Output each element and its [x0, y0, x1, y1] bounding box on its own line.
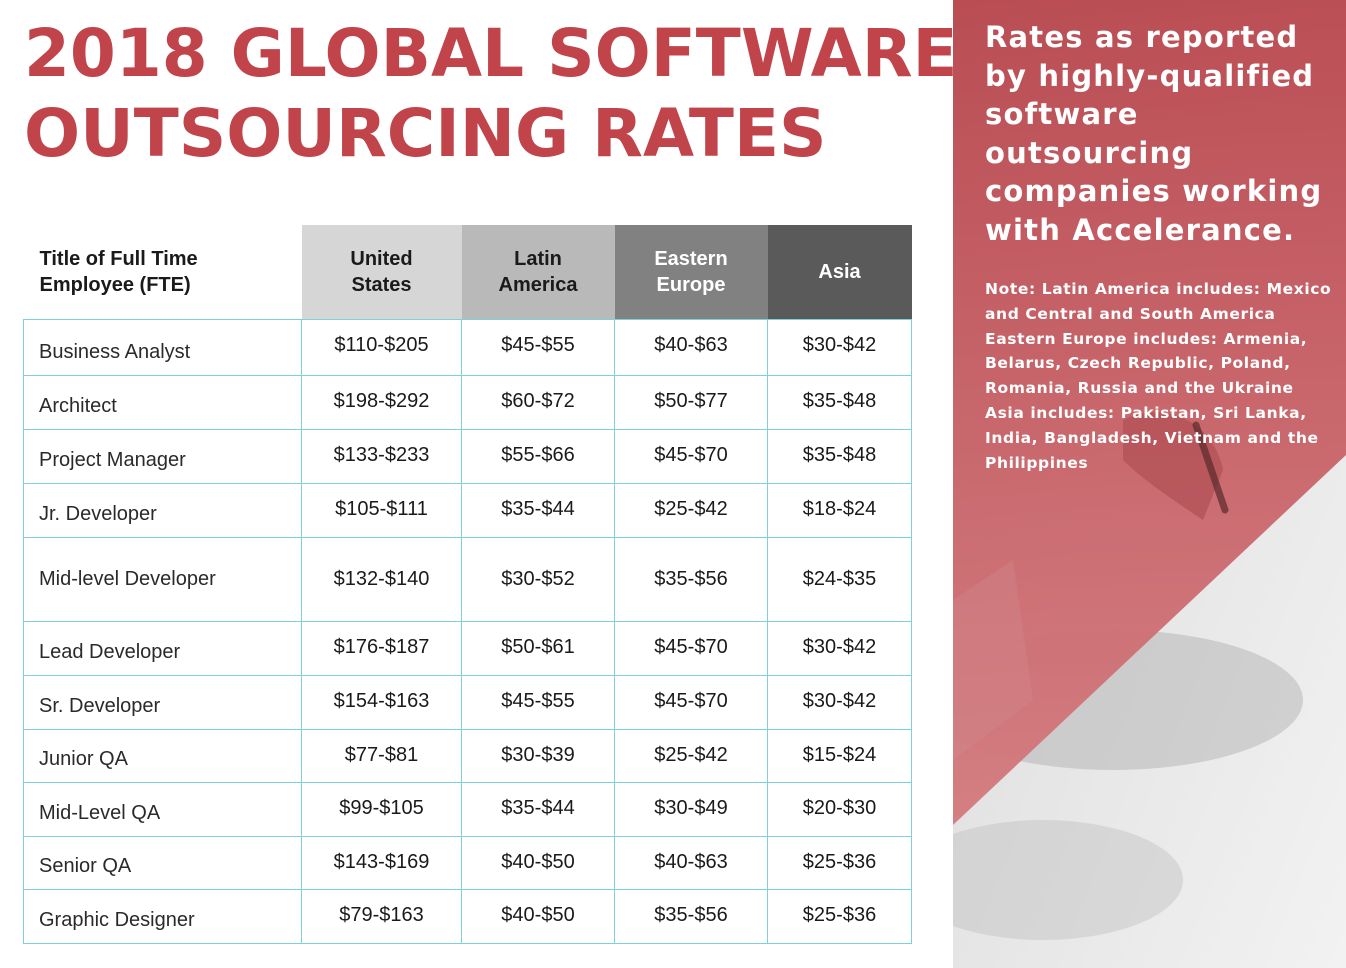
role-cell: Business Analyst	[23, 319, 302, 376]
table-row: Project Manager $133-$233 $55-$66 $45-$7…	[23, 429, 912, 484]
role-cell: Sr. Developer	[23, 675, 302, 730]
header-title-column: Title of Full Time Employee (FTE)	[23, 225, 302, 320]
rate-la-cell: $35-$44	[461, 782, 615, 837]
note-line: Romania, Russia and the Ukraine	[985, 379, 1294, 398]
role-cell: Graphic Designer	[23, 889, 302, 944]
rate-la-cell: $30-$39	[461, 729, 615, 783]
rate-ee-cell: $40-$63	[614, 319, 768, 376]
role-cell: Lead Developer	[23, 621, 302, 676]
header-la-line-1: Latin	[514, 248, 562, 270]
rate-asia-cell: $24-$35	[767, 537, 912, 622]
rate-ee-cell: $35-$56	[614, 889, 768, 944]
rate-ee-cell: $30-$49	[614, 782, 768, 837]
rate-la-cell: $45-$55	[461, 675, 615, 730]
table-row: Sr. Developer $154-$163 $45-$55 $45-$70 …	[23, 675, 912, 730]
header-asia: Asia	[767, 225, 912, 320]
table-row: Graphic Designer $79-$163 $40-$50 $35-$5…	[23, 889, 912, 944]
rate-asia-cell: $25-$36	[767, 889, 912, 944]
rate-asia-cell: $30-$42	[767, 621, 912, 676]
rate-ee-cell: $25-$42	[614, 729, 768, 783]
rate-la-cell: $35-$44	[461, 483, 615, 538]
rate-us-cell: $99-$105	[301, 782, 462, 837]
header-us-line-2: States	[351, 274, 412, 296]
role-cell: Jr. Developer	[23, 483, 302, 538]
region-note: Note: Latin America includes: Mexico and…	[985, 277, 1335, 475]
rate-us-cell: $133-$233	[301, 429, 462, 484]
table-row: Jr. Developer $105-$111 $35-$44 $25-$42 …	[23, 483, 912, 538]
rate-asia-cell: $30-$42	[767, 675, 912, 730]
header-ee-line-2: Europe	[656, 274, 726, 296]
note-line: Eastern Europe includes: Armenia,	[985, 329, 1308, 348]
role-cell: Mid-level Developer	[23, 537, 302, 622]
header-eastern-europe: Eastern Europe	[614, 225, 768, 320]
table-row: Lead Developer $176-$187 $50-$61 $45-$70…	[23, 621, 912, 676]
rate-ee-cell: $40-$63	[614, 836, 768, 890]
rate-ee-cell: $45-$70	[614, 429, 768, 484]
rate-ee-cell: $45-$70	[614, 675, 768, 730]
header-title-line-1: Title of Full Time	[39, 248, 198, 270]
header-us-line-1: United	[350, 248, 413, 270]
role-cell: Architect	[23, 375, 302, 430]
rate-asia-cell: $35-$48	[767, 375, 912, 430]
rate-ee-cell: $35-$56	[614, 537, 768, 622]
role-cell: Senior QA	[23, 836, 302, 890]
info-panel-text: Rates as reported by highly-qualified so…	[985, 18, 1335, 475]
rate-la-cell: $40-$50	[461, 889, 615, 944]
table-header-row: Title of Full Time Employee (FTE) United…	[23, 225, 912, 320]
table-row: Mid-level Developer $132-$140 $30-$52 $3…	[23, 537, 912, 622]
page-title-line-1: 2018 GLOBAL SOFTWARE	[24, 15, 958, 92]
table-row: Architect $198-$292 $60-$72 $50-$77 $35-…	[23, 375, 912, 430]
rate-la-cell: $60-$72	[461, 375, 615, 430]
rate-us-cell: $77-$81	[301, 729, 462, 783]
rate-us-cell: $154-$163	[301, 675, 462, 730]
rate-asia-cell: $15-$24	[767, 729, 912, 783]
rates-table: Title of Full Time Employee (FTE) United…	[23, 225, 912, 944]
note-line: Philippines	[985, 453, 1089, 472]
table-row: Senior QA $143-$169 $40-$50 $40-$63 $25-…	[23, 836, 912, 890]
page-title-line-2: OUTSOURCING RATES	[24, 95, 827, 172]
rate-us-cell: $198-$292	[301, 375, 462, 430]
rate-asia-cell: $30-$42	[767, 319, 912, 376]
header-united-states: United States	[301, 225, 462, 320]
rate-ee-cell: $50-$77	[614, 375, 768, 430]
rate-la-cell: $40-$50	[461, 836, 615, 890]
role-cell: Project Manager	[23, 429, 302, 484]
rate-us-cell: $79-$163	[301, 889, 462, 944]
header-title-line-2: Employee (FTE)	[39, 274, 191, 296]
rate-us-cell: $105-$111	[301, 483, 462, 538]
rate-la-cell: $30-$52	[461, 537, 615, 622]
info-lead-text: Rates as reported by highly-qualified so…	[985, 20, 1323, 247]
rate-us-cell: $132-$140	[301, 537, 462, 622]
rate-us-cell: $176-$187	[301, 621, 462, 676]
rate-ee-cell: $45-$70	[614, 621, 768, 676]
table-row: Junior QA $77-$81 $30-$39 $25-$42 $15-$2…	[23, 729, 912, 783]
rate-la-cell: $45-$55	[461, 319, 615, 376]
info-panel: Rates as reported by highly-qualified so…	[953, 0, 1346, 968]
rate-us-cell: $143-$169	[301, 836, 462, 890]
rate-asia-cell: $18-$24	[767, 483, 912, 538]
background-photo	[953, 0, 1346, 968]
header-ee-line-1: Eastern	[654, 248, 728, 270]
header-latin-america: Latin America	[461, 225, 615, 320]
note-line: Note: Latin America includes: Mexico	[985, 280, 1332, 298]
rate-la-cell: $50-$61	[461, 621, 615, 676]
table-row: Mid-Level QA $99-$105 $35-$44 $30-$49 $2…	[23, 782, 912, 837]
note-line: India, Bangladesh, Vietnam and the	[985, 428, 1319, 447]
note-line: and Central and South America	[985, 304, 1276, 323]
rate-ee-cell: $25-$42	[614, 483, 768, 538]
header-asia-label: Asia	[818, 261, 861, 283]
header-la-line-2: America	[498, 274, 578, 296]
rate-asia-cell: $20-$30	[767, 782, 912, 837]
role-cell: Junior QA	[23, 729, 302, 783]
table-row: Business Analyst $110-$205 $45-$55 $40-$…	[23, 319, 912, 376]
note-line: Belarus, Czech Republic, Poland,	[985, 354, 1291, 373]
rate-la-cell: $55-$66	[461, 429, 615, 484]
page-title: 2018 GLOBAL SOFTWARE OUTSOURCING RATES	[24, 14, 958, 174]
rate-us-cell: $110-$205	[301, 319, 462, 376]
rate-asia-cell: $25-$36	[767, 836, 912, 890]
note-line: Asia includes: Pakistan, Sri Lanka,	[985, 403, 1307, 422]
role-cell: Mid-Level QA	[23, 782, 302, 837]
rate-asia-cell: $35-$48	[767, 429, 912, 484]
